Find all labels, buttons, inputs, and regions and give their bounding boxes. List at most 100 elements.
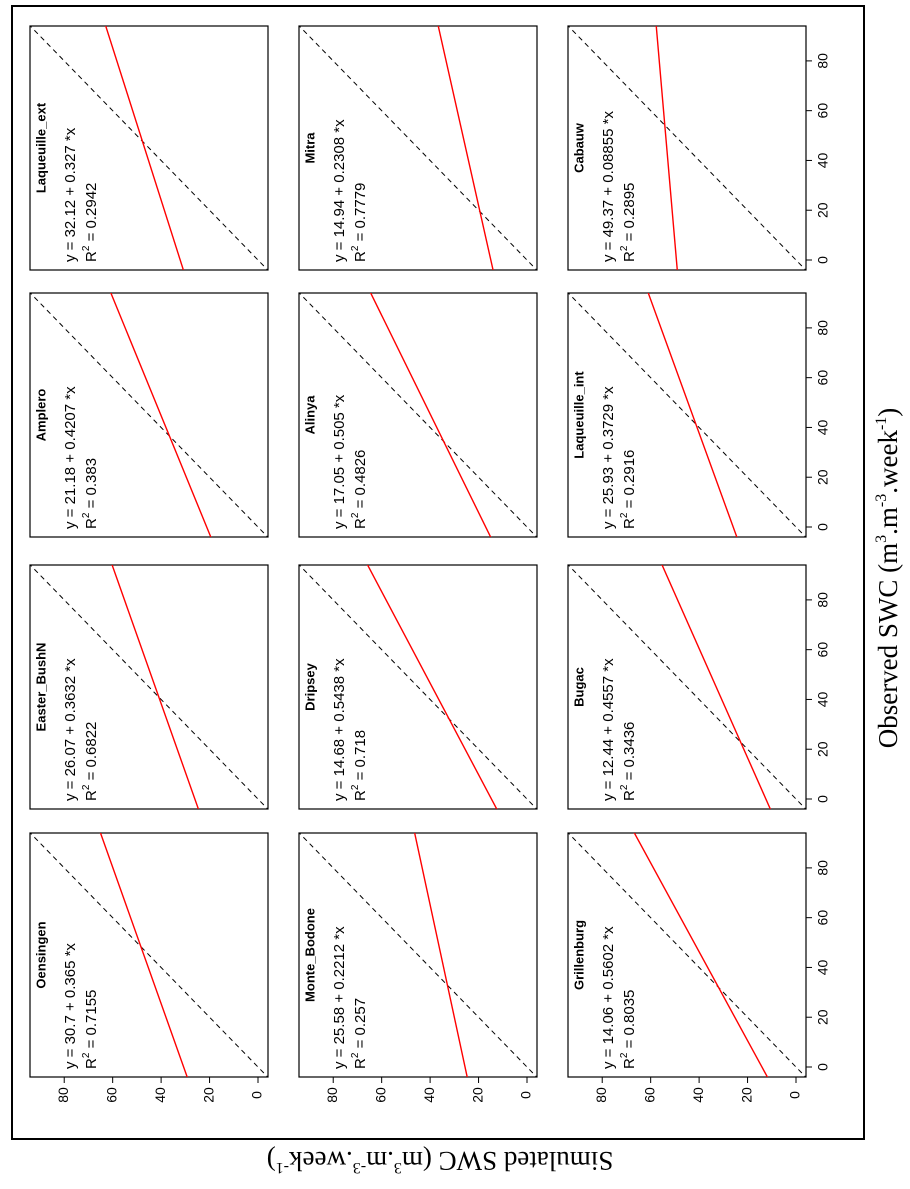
data-point (0, 39, 3, 44)
data-point (0, 995, 3, 1000)
data-point (0, 425, 3, 430)
data-point (0, 721, 3, 726)
data-point (0, 699, 3, 704)
data-point (0, 475, 3, 480)
data-point (0, 780, 3, 785)
data-point (0, 709, 3, 714)
data-point (0, 729, 3, 734)
data-point (0, 742, 3, 747)
data-point (0, 966, 3, 971)
data-point (0, 751, 3, 756)
data-point (0, 68, 3, 73)
data-point (0, 1007, 3, 1012)
data-point (0, 443, 3, 448)
data-point (0, 233, 3, 238)
data-point (0, 710, 3, 715)
data-point (0, 745, 3, 750)
data-point (0, 948, 3, 953)
data-point (0, 787, 3, 792)
data-point (0, 701, 3, 706)
data-point (0, 700, 3, 705)
data-point (0, 186, 3, 191)
data-point (0, 437, 3, 442)
data-point (0, 947, 3, 952)
data-point (0, 786, 3, 791)
data-point (0, 193, 3, 198)
data-point (0, 1003, 3, 1008)
data-point (0, 711, 3, 716)
data-point (0, 470, 3, 475)
data-point (0, 999, 3, 1004)
data-point (0, 443, 3, 448)
data-point (0, 137, 3, 142)
data-point (0, 745, 3, 750)
data-point (0, 228, 3, 233)
data-point (0, 228, 3, 233)
data-point (0, 908, 3, 913)
data-point (0, 948, 3, 953)
data-point (0, 492, 3, 497)
data-point (0, 225, 3, 230)
panel-title: Dripsey (302, 662, 317, 710)
data-point (0, 713, 3, 718)
data-point (0, 970, 3, 975)
data-point (0, 185, 3, 190)
data-point (0, 971, 3, 976)
data-point (0, 709, 3, 714)
data-point (0, 388, 3, 393)
data-point (0, 426, 3, 431)
data-point (0, 1007, 3, 1012)
data-point (0, 994, 3, 999)
data-point (0, 957, 3, 962)
data-point (0, 225, 3, 230)
one-to-one-line (299, 833, 537, 1077)
data-point (0, 34, 3, 39)
data-point (0, 487, 3, 492)
data-point (0, 179, 3, 184)
data-point (0, 736, 3, 741)
data-point (0, 975, 3, 980)
data-point (0, 394, 3, 399)
data-point (0, 77, 3, 82)
data-point (0, 973, 3, 978)
data-point (0, 944, 3, 949)
data-point (0, 446, 3, 451)
data-point (0, 108, 3, 113)
data-point (0, 414, 3, 419)
data-point (0, 103, 3, 108)
data-point (0, 185, 3, 190)
data-point (0, 692, 3, 697)
data-point (0, 121, 3, 126)
data-point (0, 975, 3, 980)
x-tick-label: 60 (815, 103, 831, 119)
data-point (0, 787, 3, 792)
data-point (0, 406, 3, 411)
data-point (0, 982, 3, 987)
data-point (0, 730, 3, 735)
data-point (0, 436, 3, 441)
data-point (0, 948, 3, 953)
data-point (0, 921, 3, 926)
data-point (0, 1006, 3, 1011)
data-point (0, 198, 3, 203)
data-point (0, 958, 3, 963)
data-point (0, 123, 3, 128)
data-point (0, 733, 3, 738)
x-tick-label: 40 (815, 152, 831, 168)
data-point (0, 146, 3, 151)
data-point (0, 683, 3, 688)
data-point (0, 929, 3, 934)
data-point (0, 451, 3, 456)
data-point (0, 971, 3, 976)
data-point (0, 773, 3, 778)
data-point (0, 414, 3, 419)
data-point (0, 140, 3, 145)
data-point (0, 470, 3, 475)
data-point (0, 726, 3, 731)
data-point (0, 689, 3, 694)
data-point (0, 953, 3, 958)
plot-area (0, 26, 537, 270)
data-point (0, 951, 3, 956)
data-point (0, 113, 3, 118)
data-point (0, 439, 3, 444)
